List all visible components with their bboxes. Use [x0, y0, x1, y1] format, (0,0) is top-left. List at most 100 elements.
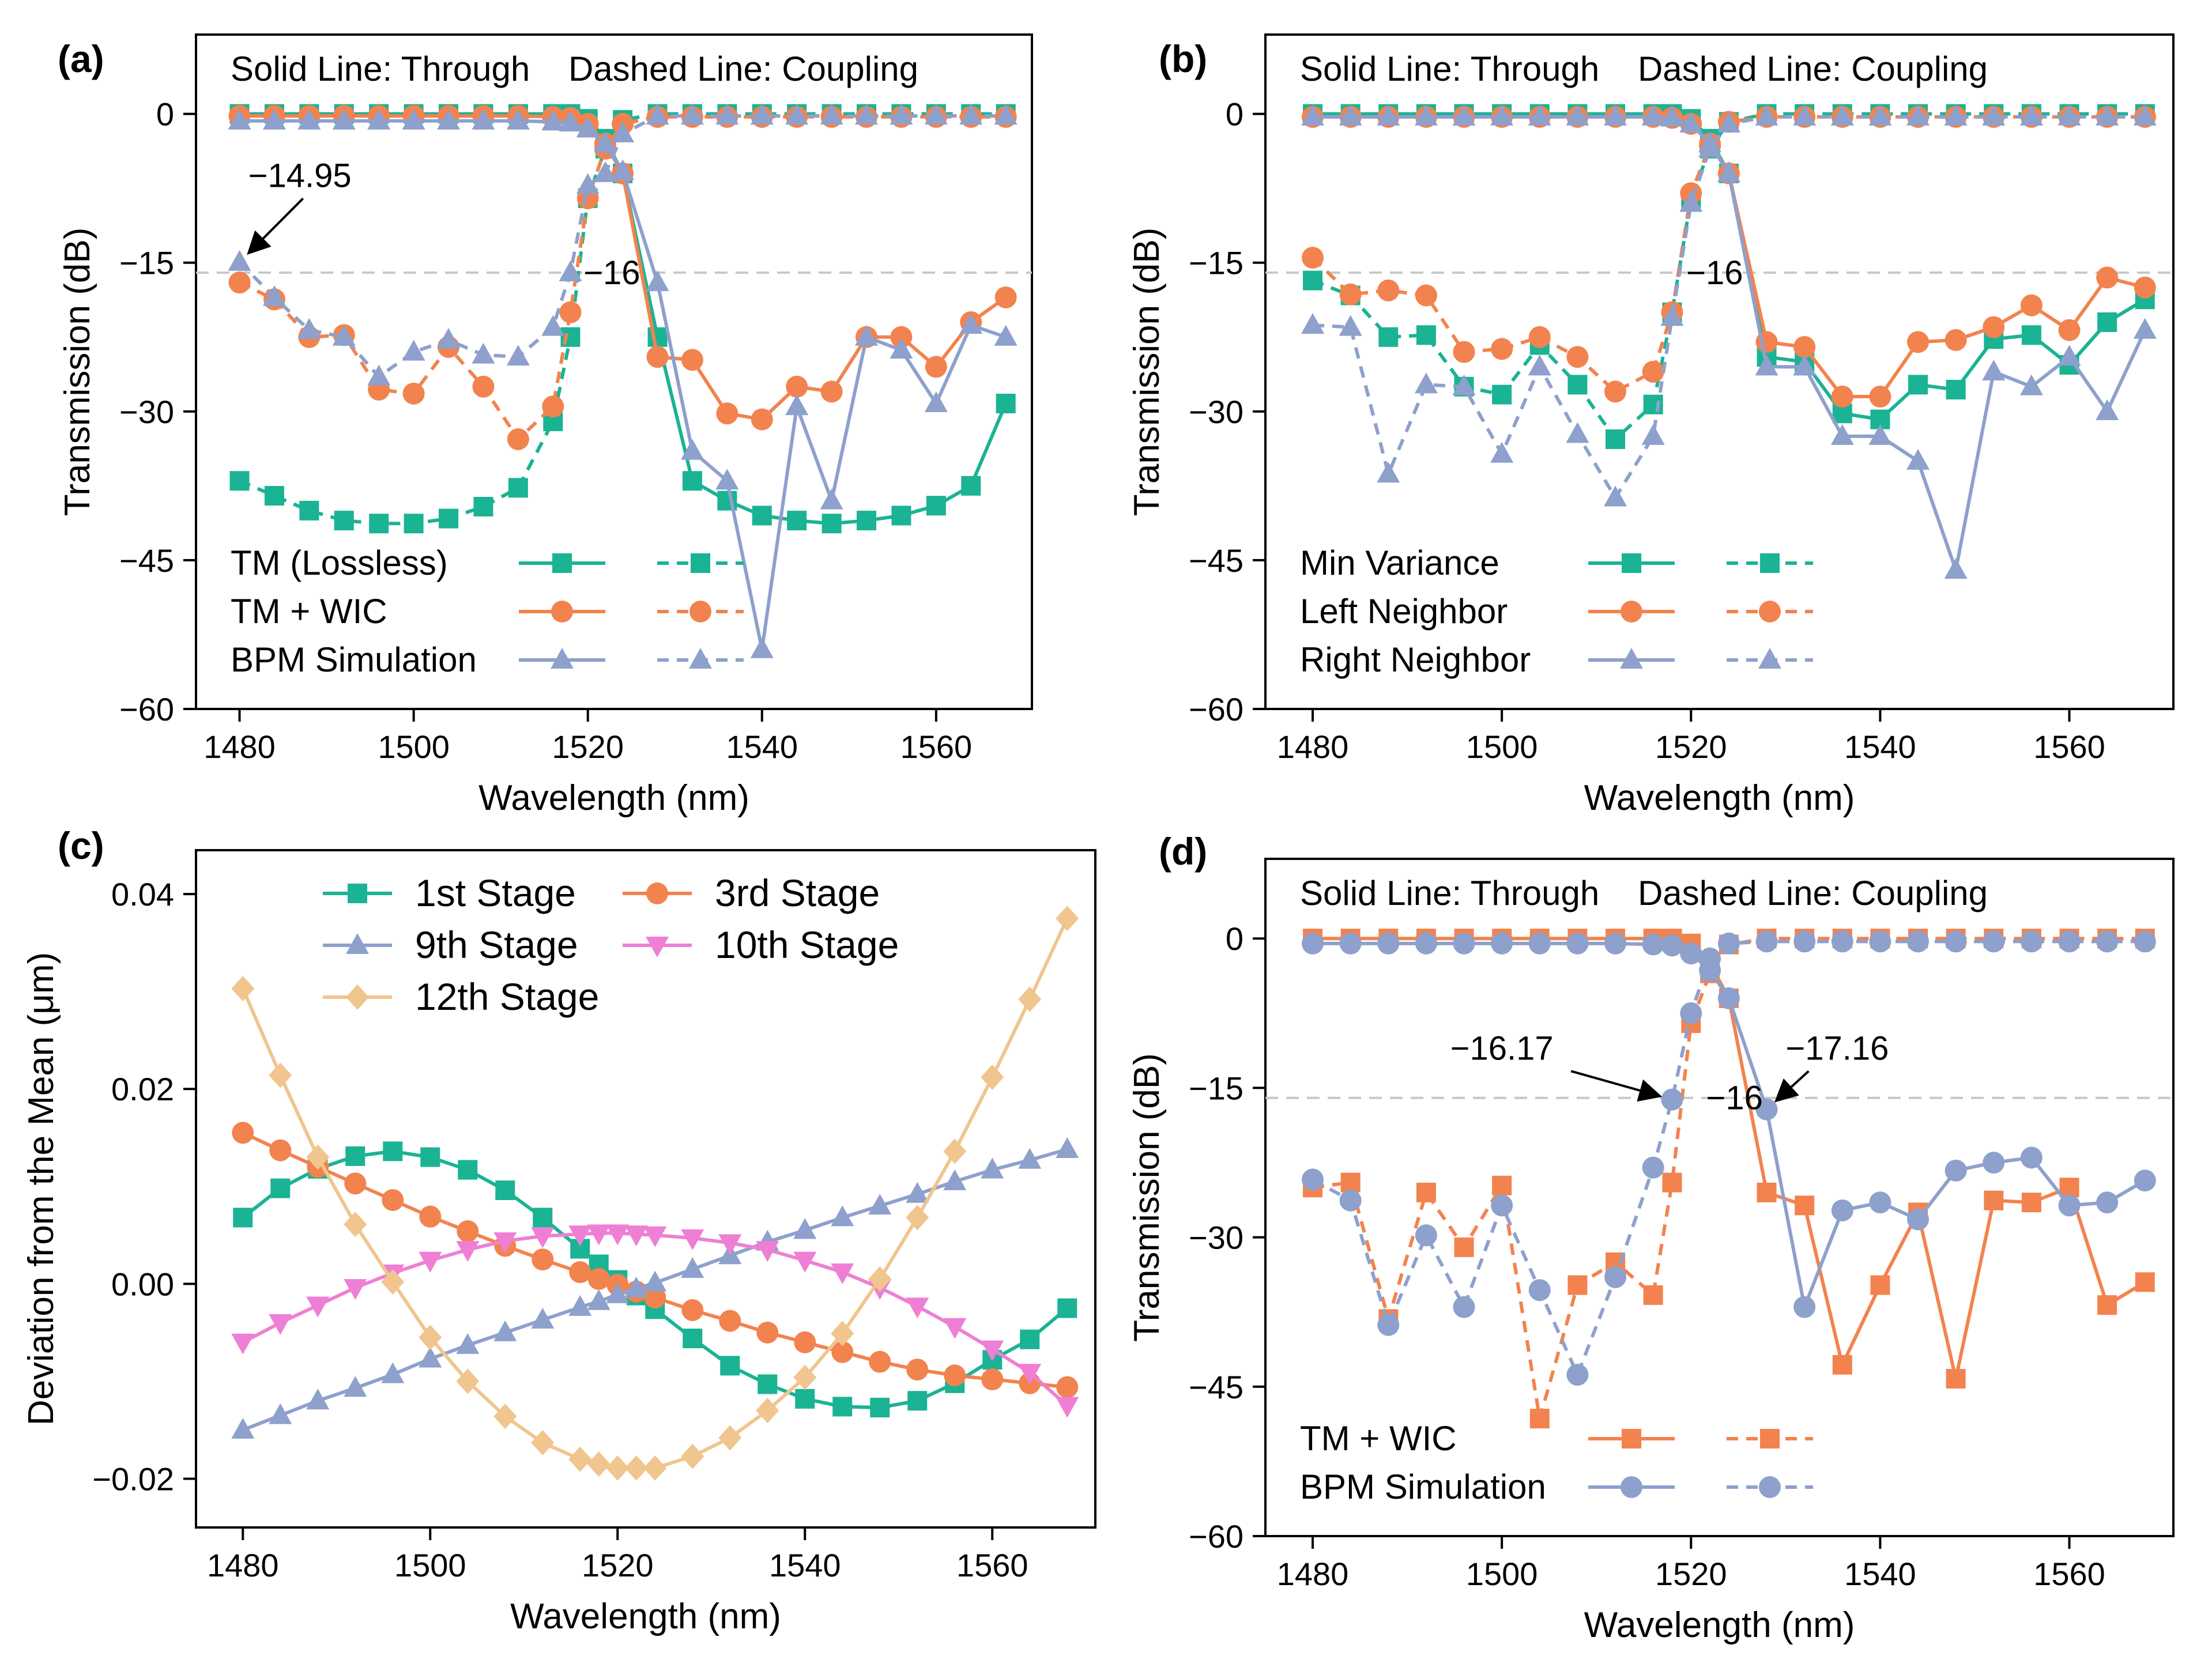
x-tick-label: 1480 — [207, 1547, 279, 1583]
data-point — [1490, 104, 1514, 126]
data-point — [715, 469, 739, 490]
data-point — [1793, 930, 1816, 953]
plot-frame — [1264, 33, 2175, 710]
data-point — [870, 1398, 890, 1418]
data-point — [751, 408, 773, 431]
data-point — [1643, 394, 1663, 414]
annotation-label: −16.17 — [1450, 1029, 1554, 1067]
data-point — [1301, 313, 1325, 334]
legend-label: 1st Stage — [415, 872, 576, 914]
data-point — [299, 500, 319, 520]
data-point — [1793, 104, 1817, 126]
data-point — [681, 1299, 704, 1321]
legend-marker — [1622, 1429, 1641, 1448]
legend-marker — [1759, 1476, 1781, 1498]
data-point — [402, 108, 425, 130]
data-point — [1870, 1275, 1890, 1295]
data-point — [855, 325, 879, 346]
legend-marker — [691, 553, 710, 573]
data-point — [890, 338, 913, 359]
data-point — [1490, 442, 1514, 463]
data-point — [2097, 1295, 2117, 1315]
data-point — [1415, 284, 1437, 307]
data-point — [1755, 930, 1778, 953]
x-tick-label: 1540 — [769, 1547, 841, 1583]
data-point — [1056, 1376, 1079, 1398]
data-point — [716, 402, 738, 425]
data-point — [297, 108, 321, 130]
x-tick-label: 1560 — [2033, 1556, 2105, 1592]
legend-label: Right Neighbor — [1300, 640, 1531, 679]
data-point — [533, 1208, 553, 1228]
data-point — [831, 1341, 854, 1363]
legend-label: 3rd Stage — [715, 872, 880, 914]
data-point — [270, 1178, 291, 1198]
data-point — [2020, 294, 2043, 316]
data-point — [1906, 104, 1930, 126]
data-point — [344, 1279, 367, 1300]
data-point — [381, 1362, 405, 1383]
series-bpm-simulation-solid — [1302, 932, 2156, 1318]
annotation-label: −16 — [1686, 254, 1743, 292]
legend-marker — [1621, 1476, 1642, 1498]
data-point — [332, 108, 356, 130]
series-12th-stage-solid — [231, 906, 1079, 1481]
data-point — [1604, 104, 1627, 126]
data-point — [1698, 136, 1722, 157]
annotation-arrow — [1570, 1070, 1663, 1102]
data-point — [1907, 930, 1930, 953]
data-point — [2021, 1193, 2041, 1213]
data-point — [1414, 372, 1438, 394]
data-point — [593, 161, 617, 182]
data-point — [2096, 930, 2119, 953]
data-point — [943, 1169, 967, 1190]
data-point — [1528, 104, 1551, 126]
data-point — [269, 1314, 292, 1335]
data-point — [493, 1404, 517, 1429]
data-point — [1643, 1285, 1663, 1305]
y-tick-label: 0.04 — [111, 876, 174, 912]
data-point — [493, 1232, 517, 1253]
data-point — [456, 1333, 480, 1354]
legend-label: TM (Lossless) — [231, 544, 448, 582]
data-point — [1528, 354, 1551, 376]
series-right-neighbor-solid — [1301, 104, 2157, 579]
plot-frame — [195, 33, 1033, 710]
data-point — [822, 514, 842, 534]
data-point — [344, 1376, 367, 1397]
x-tick-label: 1480 — [1277, 729, 1349, 765]
data-point — [611, 159, 635, 180]
data-point — [1056, 906, 1079, 931]
data-point — [606, 1224, 630, 1246]
x-tick-label: 1480 — [204, 729, 276, 765]
data-point — [231, 976, 255, 1002]
y-tick-label: −45 — [119, 542, 174, 579]
data-point — [1830, 424, 1854, 445]
data-point — [1983, 316, 2005, 338]
data-point — [820, 104, 843, 125]
data-point — [981, 1368, 1004, 1391]
data-point — [587, 1289, 611, 1310]
data-point — [1946, 1368, 1966, 1389]
legend-label: TM + WIC — [1300, 1419, 1457, 1458]
data-point — [794, 1331, 816, 1353]
data-point — [869, 1351, 891, 1373]
data-point — [785, 104, 809, 125]
data-point — [1907, 331, 1930, 353]
y-tick-label: −30 — [1189, 1220, 1243, 1256]
data-point — [1339, 932, 1362, 955]
data-point — [1567, 1275, 1588, 1295]
data-point — [1662, 1172, 1682, 1193]
data-point — [1566, 932, 1589, 955]
data-point — [402, 340, 425, 361]
data-point — [1529, 1409, 1550, 1429]
data-point — [2096, 104, 2119, 126]
y-axis-title: Deviation from the Mean (μm) — [21, 952, 61, 1425]
data-point — [793, 1251, 817, 1273]
data-point — [1907, 1208, 1930, 1231]
data-point — [857, 511, 877, 531]
data-point — [906, 1205, 929, 1231]
plot-frame — [195, 849, 1096, 1529]
data-point — [906, 1359, 929, 1381]
data-point — [508, 478, 528, 498]
